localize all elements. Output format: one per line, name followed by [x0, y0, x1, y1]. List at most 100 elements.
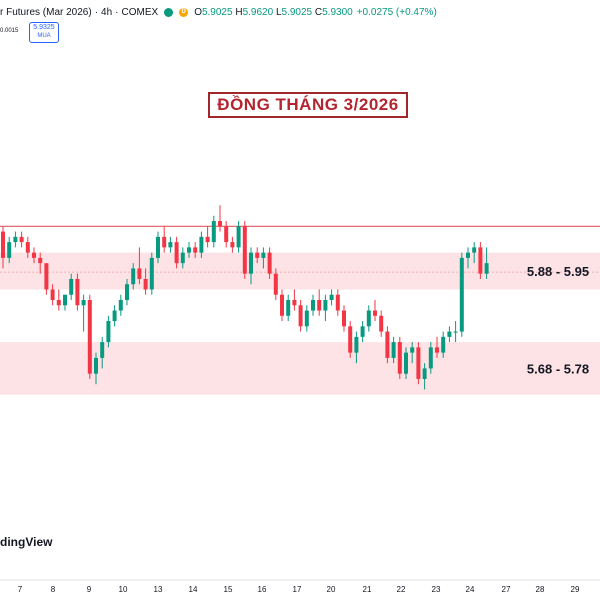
candle-body — [13, 236, 18, 243]
candle — [87, 294, 92, 379]
candle-body — [69, 278, 74, 295]
candle — [205, 226, 210, 248]
candle — [112, 305, 117, 327]
chart-title-banner: ĐỒNG THÁNG 3/2026 — [208, 92, 408, 118]
header-separator: · — [115, 6, 119, 18]
candle — [441, 331, 446, 358]
candle-body — [292, 300, 297, 306]
candle-body — [472, 247, 477, 253]
candle — [410, 342, 415, 364]
candle — [7, 236, 12, 264]
candle-body — [422, 368, 427, 379]
candle-body — [38, 257, 43, 264]
candle — [335, 289, 340, 316]
candle — [81, 294, 86, 332]
candle — [286, 294, 291, 322]
candle — [106, 315, 111, 348]
candle — [75, 273, 80, 311]
candle-body — [286, 300, 291, 316]
candle — [174, 236, 179, 269]
candle-body — [311, 300, 315, 311]
candle — [69, 273, 74, 300]
candle — [360, 321, 365, 343]
high-value: 5.9620 — [242, 6, 274, 18]
ohlc-readout: O5.9025 H5.9620 L5.9025 C5.9300 — [194, 7, 353, 18]
candle — [230, 236, 235, 253]
candle-body — [342, 310, 346, 327]
candle-body — [87, 300, 92, 374]
candle — [404, 347, 408, 379]
x-tick-label: 9 — [87, 585, 92, 594]
candle-body — [466, 252, 470, 258]
candle — [149, 252, 154, 295]
candle-body — [273, 273, 278, 295]
candle-body — [329, 294, 334, 300]
candle-body — [63, 294, 67, 306]
candle-body — [242, 226, 247, 274]
candle — [242, 221, 247, 279]
candle — [366, 305, 371, 332]
support-zone-2 — [0, 342, 600, 395]
candle — [329, 289, 334, 306]
candle — [422, 363, 427, 390]
candle-body — [230, 242, 235, 248]
candle — [156, 231, 160, 264]
x-tick-label: 13 — [154, 585, 163, 594]
x-tick-label: 21 — [363, 585, 372, 594]
candle-body — [249, 252, 253, 274]
candle — [249, 247, 253, 285]
candle — [484, 247, 489, 279]
candle — [391, 336, 396, 364]
candle-body — [156, 236, 160, 258]
interval-label[interactable]: 4h — [101, 6, 113, 18]
candle-body — [453, 331, 458, 333]
candle-body — [211, 221, 216, 243]
candle — [131, 263, 136, 290]
x-tick-label: 7 — [18, 585, 23, 594]
candle — [323, 294, 328, 322]
candle-body — [193, 247, 198, 253]
candle — [143, 268, 148, 295]
candle — [428, 342, 433, 374]
candle-body — [397, 342, 402, 374]
header-separator: · — [94, 6, 99, 18]
candle-body — [416, 347, 421, 379]
symbol-header[interactable]: r Futures (Mar 2026) · 4h · COMEX D O5.9… — [0, 4, 437, 20]
tradingview-logo[interactable]: dingView — [0, 535, 53, 549]
candle — [224, 221, 229, 248]
candle — [342, 305, 346, 332]
candle — [50, 284, 55, 306]
x-tick-label: 10 — [119, 585, 128, 594]
candle — [211, 215, 216, 248]
candle-body — [323, 300, 328, 311]
candle — [453, 321, 458, 343]
candle — [38, 252, 43, 274]
candle-body — [391, 342, 396, 358]
candle-body — [236, 226, 241, 248]
open-value: 5.9025 — [201, 6, 233, 18]
candle-body — [81, 300, 86, 306]
buy-button[interactable]: 5.9325 MUA — [29, 22, 59, 43]
candle — [298, 300, 303, 332]
x-tick-label: 27 — [502, 585, 511, 594]
open-label: O — [194, 6, 202, 18]
candle — [13, 231, 18, 248]
candle-body — [187, 247, 191, 253]
candle — [261, 247, 266, 269]
candle — [472, 242, 477, 264]
candle-body — [25, 242, 30, 253]
candle — [317, 289, 322, 316]
candle — [379, 310, 384, 337]
candle-body — [435, 347, 439, 353]
spread-value: 0.0015 — [0, 28, 19, 34]
zone-label-2: 5.68 - 5.78 — [527, 361, 589, 376]
candle-body — [441, 336, 446, 353]
candle-body — [447, 331, 452, 337]
symbol-name[interactable]: r Futures (Mar 2026) — [0, 6, 92, 18]
buy-label: MUA — [37, 33, 51, 39]
candle-body — [304, 310, 309, 327]
x-tick-label: 22 — [397, 585, 406, 594]
candle-body — [218, 221, 222, 227]
candle — [416, 342, 421, 385]
